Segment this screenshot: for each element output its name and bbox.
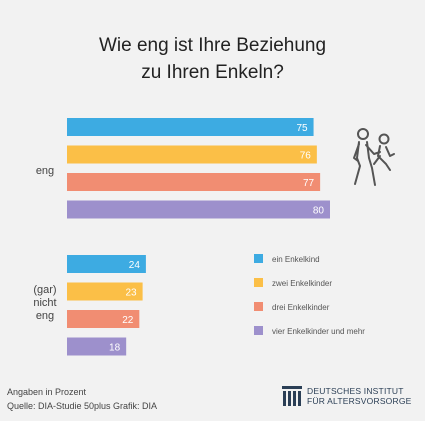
- legend-label: ein Enkelkind: [272, 255, 320, 264]
- bar: [67, 310, 140, 328]
- bar-value-label: 18: [109, 343, 121, 354]
- chart-title-line-1: Wie eng ist Ihre Beziehung: [98, 35, 327, 56]
- bar-value-label: 75: [296, 123, 308, 134]
- chart-title-line-2: zu Ihren Enkeln?: [141, 62, 284, 83]
- bar-value-label: 80: [313, 206, 325, 217]
- bar: [67, 118, 314, 136]
- legend-swatch: [254, 254, 263, 263]
- footnote-source: Quelle: DIA-Studie 50plus Grafik: DIA: [7, 401, 158, 411]
- category-label: eng: [36, 165, 54, 177]
- bar-chart: eng 75 76 77 80 (gar) nicht eng 24 23 22 18 ein Enke…: [33, 118, 365, 356]
- grandparent-carrying-grandchild-icon: [353, 128, 395, 186]
- logo-text: DEUTSCHES INSTITUT FÜR ALTERSVORSORGE: [307, 386, 412, 406]
- bar: [67, 337, 127, 356]
- category-label: (gar) nicht eng: [33, 284, 56, 322]
- bar-value-label: 23: [125, 288, 137, 299]
- legend-swatch: [254, 278, 263, 287]
- logo-text-line-2: FÜR ALTERSVORSORGE: [307, 396, 412, 406]
- bar: [67, 173, 321, 191]
- bar-value-label: 76: [300, 151, 312, 162]
- footnote-unit: Angaben in Prozent: [7, 387, 87, 397]
- pillars-logo-icon: [282, 386, 302, 406]
- bar: [67, 282, 143, 301]
- bar-value-label: 77: [303, 178, 315, 189]
- logo-text-line-1: DEUTSCHES INSTITUT: [307, 386, 404, 396]
- legend-swatch: [254, 326, 263, 335]
- legend-label: vier Enkelkinder und mehr: [272, 327, 365, 336]
- bar-value-label: 24: [129, 260, 141, 271]
- footnote: Angaben in Prozent Quelle: DIA-Studie 50…: [7, 385, 157, 413]
- legend-swatch: [254, 302, 263, 311]
- bar-value-label: 22: [122, 315, 134, 326]
- bar: [67, 145, 317, 164]
- legend-label: drei Enkelkinder: [272, 303, 330, 312]
- dia-logo: DEUTSCHES INSTITUT FÜR ALTERSVORSORGE: [282, 386, 412, 406]
- bar: [67, 255, 146, 273]
- legend-label: zwei Enkelkinder: [272, 279, 332, 288]
- bar: [67, 200, 330, 219]
- chart-title: Wie eng ist Ihre Beziehung zu Ihren Enke…: [0, 32, 425, 86]
